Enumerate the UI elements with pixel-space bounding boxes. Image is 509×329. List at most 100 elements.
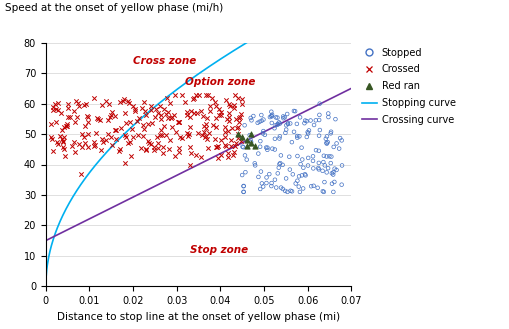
Crossed [217, 152, 225, 158]
Crossed [132, 118, 140, 124]
Crossed [99, 140, 107, 145]
Stopped [239, 145, 247, 150]
Red ran [251, 143, 259, 149]
Crossed [47, 134, 55, 139]
Stopped [240, 189, 248, 194]
Crossed [193, 110, 201, 115]
Crossed [126, 119, 134, 125]
Stopped [279, 115, 288, 121]
Crossed [212, 115, 220, 121]
Stopped [309, 158, 317, 164]
Crossed [197, 108, 205, 114]
Stopped [268, 180, 276, 186]
Crossed [223, 117, 232, 122]
Crossed [105, 102, 114, 107]
Stopped [304, 163, 312, 168]
Stopped [256, 139, 264, 144]
Crossed [144, 138, 152, 143]
Crossed [222, 143, 230, 148]
Crossed [217, 112, 225, 117]
Crossed [91, 95, 99, 100]
Stopped [275, 136, 284, 141]
Stopped [293, 178, 301, 183]
Stopped [268, 146, 276, 151]
Stopped [263, 175, 271, 180]
Stopped [332, 141, 341, 146]
Crossed [131, 106, 139, 112]
Crossed [93, 116, 101, 121]
Crossed [184, 134, 192, 139]
Crossed [147, 104, 155, 109]
Stopped [268, 112, 276, 117]
Stopped [305, 128, 313, 133]
Line: Crossing curve: Crossing curve [46, 89, 351, 240]
Crossed [73, 114, 81, 120]
Stopped [322, 140, 330, 145]
Crossed [232, 116, 240, 122]
Stopped [241, 169, 249, 175]
Crossed [139, 133, 148, 139]
Stopped [267, 114, 275, 119]
Stopped [241, 153, 249, 158]
Stopped [286, 167, 294, 172]
Crossed [157, 132, 165, 138]
Crossed [90, 139, 98, 144]
Crossed [185, 131, 193, 137]
Crossed [232, 140, 240, 145]
Stopped [281, 188, 289, 193]
Stopped [298, 157, 306, 162]
Stopped [325, 154, 333, 159]
Stopped [338, 163, 346, 168]
Stopped [277, 153, 285, 158]
Crossed [160, 123, 168, 128]
Stopped [316, 127, 324, 133]
Stopped [323, 134, 331, 139]
Crossed [98, 136, 106, 141]
Crossed [117, 125, 125, 130]
Stopped [275, 162, 284, 167]
Crossed [124, 140, 132, 145]
Crossed [165, 146, 173, 151]
Crossed [70, 119, 78, 124]
Crossed [116, 99, 124, 104]
Stopped [247, 118, 256, 123]
Stopped [254, 151, 262, 156]
Crossed [175, 149, 183, 154]
Stopped [284, 189, 292, 194]
Stopped [247, 139, 255, 145]
Stopped [329, 172, 337, 177]
Crossed [221, 134, 230, 139]
Crossed [230, 103, 238, 108]
Stopped [293, 135, 301, 140]
Crossed [51, 120, 60, 125]
Crossed [78, 132, 87, 137]
Crossed [56, 134, 64, 139]
Crossed [134, 133, 143, 138]
Stopped [280, 114, 289, 120]
Stopped [329, 170, 337, 175]
Crossed [186, 124, 194, 129]
Crossed [138, 106, 147, 111]
Crossed [156, 133, 164, 138]
Crossed [200, 129, 208, 135]
Stopped [295, 134, 303, 139]
Stopped [304, 155, 312, 161]
Crossed [212, 104, 220, 109]
Crossed [63, 123, 71, 128]
Stopped [279, 186, 287, 191]
Stopped [274, 121, 282, 127]
Stopped [309, 183, 318, 189]
Crossed [150, 144, 158, 150]
Stopped [254, 174, 263, 180]
Crossed [61, 153, 69, 159]
Crossed [107, 112, 115, 117]
Crossed [131, 108, 139, 114]
Stopped [276, 134, 284, 139]
Stopped [301, 173, 309, 178]
Crossed [125, 100, 133, 106]
Stopped [314, 165, 322, 171]
Crossed [54, 100, 62, 105]
Stopped [259, 131, 267, 136]
Stopped [265, 171, 273, 177]
Crossed [101, 137, 109, 142]
